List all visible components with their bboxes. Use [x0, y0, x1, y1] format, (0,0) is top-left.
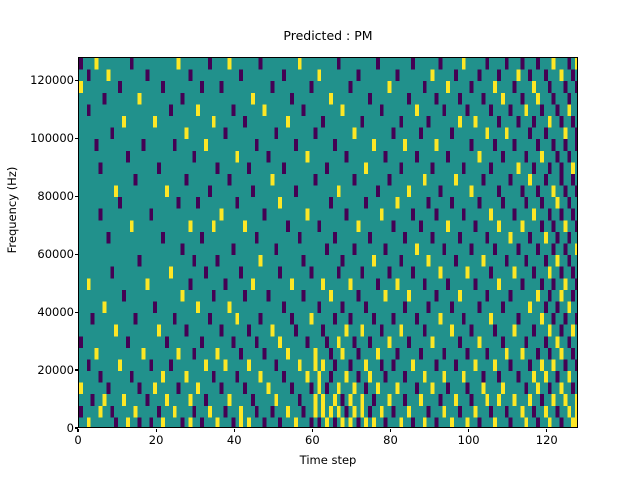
- y-tick-mark: [74, 253, 78, 255]
- y-axis-label: Frequency (Hz): [5, 166, 19, 254]
- y-tick-label: 0: [66, 421, 74, 435]
- y-tick-mark: [74, 311, 78, 313]
- heatmap-plot-area: [78, 57, 578, 428]
- y-tick-label: 40000: [37, 305, 74, 320]
- y-tick-mark: [74, 369, 78, 371]
- y-tick-label: 20000: [37, 363, 74, 378]
- y-tick-label: 120000: [30, 73, 74, 88]
- y-tick-label: 80000: [37, 189, 74, 204]
- x-tick-label: 80: [383, 433, 398, 447]
- y-tick-label: 60000: [37, 247, 74, 262]
- page-title: Predicted : PM: [283, 28, 373, 43]
- x-tick-label: 100: [457, 433, 480, 447]
- y-tick-mark: [74, 79, 78, 81]
- x-tick-label: 120: [535, 433, 558, 447]
- x-tick-mark: [389, 428, 392, 432]
- y-tick-label: 100000: [30, 131, 74, 146]
- y-tick-mark: [74, 137, 78, 139]
- x-tick-mark: [468, 428, 470, 432]
- x-tick-label: 40: [226, 433, 242, 447]
- x-tick-label: 60: [305, 433, 320, 447]
- x-axis-label: Time step: [299, 453, 357, 467]
- x-tick-label: 20: [148, 433, 164, 447]
- y-tick-mark: [74, 195, 78, 197]
- y-tick-mark: [74, 427, 78, 429]
- x-tick-mark: [546, 428, 548, 432]
- x-tick-mark: [233, 428, 235, 432]
- x-tick-label: 0: [74, 433, 82, 447]
- x-tick-mark: [311, 428, 313, 432]
- heatmap-image: [79, 58, 577, 427]
- x-tick-mark: [155, 428, 157, 432]
- x-tick-mark: [77, 428, 79, 432]
